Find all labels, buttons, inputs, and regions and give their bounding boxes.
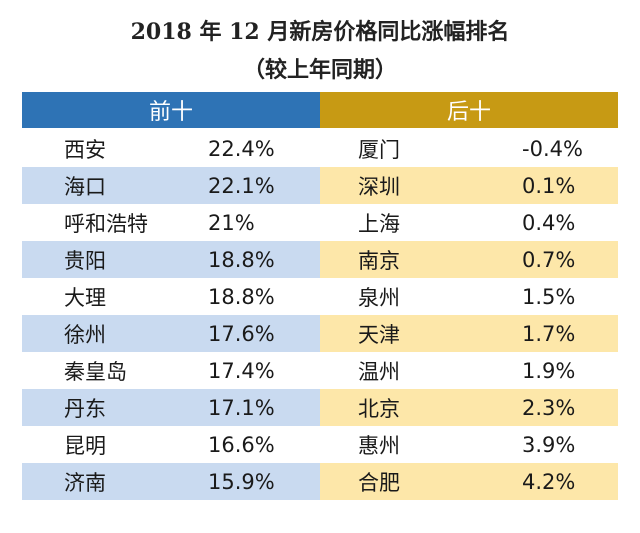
city-name: 徐州 — [64, 322, 106, 347]
growth-value: 18.8% — [208, 284, 275, 309]
header-top-ten: 前十 — [22, 92, 320, 128]
table-row: 昆明 16.6% 惠州 3.9% — [22, 426, 618, 463]
growth-value: -0.4% — [522, 136, 583, 161]
growth-value: 4.2% — [522, 469, 576, 494]
city-name: 合肥 — [358, 470, 400, 495]
growth-value: 17.6% — [208, 321, 275, 346]
table-row: 秦皇岛 17.4% 温州 1.9% — [22, 352, 618, 389]
table-row: 贵阳 18.8% 南京 0.7% — [22, 241, 618, 278]
top-ten-cell: 西安 22.4% — [22, 130, 320, 167]
city-name: 呼和浩特 — [64, 211, 148, 236]
bottom-ten-cell: 温州 1.9% — [320, 352, 618, 389]
city-name: 北京 — [358, 396, 400, 421]
growth-value: 17.4% — [208, 358, 275, 383]
table-row: 济南 15.9% 合肥 4.2% — [22, 463, 618, 500]
table-body: 西安 22.4% 厦门 -0.4% 海口 22.1% 深圳 0.1% 呼和浩特 21% 上海 0.4%… — [22, 128, 618, 500]
bottom-ten-cell: 上海 0.4% — [320, 204, 618, 241]
city-name: 深圳 — [358, 174, 400, 199]
growth-value: 22.1% — [208, 173, 275, 198]
top-ten-cell: 昆明 16.6% — [22, 426, 320, 463]
city-name: 贵阳 — [64, 248, 106, 273]
bottom-ten-cell: 天津 1.7% — [320, 315, 618, 352]
growth-value: 1.7% — [522, 321, 576, 346]
table-row: 大理 18.8% 泉州 1.5% — [22, 278, 618, 315]
top-ten-cell: 秦皇岛 17.4% — [22, 352, 320, 389]
table-row: 徐州 17.6% 天津 1.7% — [22, 315, 618, 352]
growth-value: 21% — [208, 210, 255, 235]
top-ten-cell: 呼和浩特 21% — [22, 204, 320, 241]
ranking-table: 前十 后十 西安 22.4% 厦门 -0.4% 海口 22.1% 深圳 0.1% 呼和浩特 21%… — [22, 92, 618, 500]
growth-value: 1.9% — [522, 358, 576, 383]
growth-value: 0.1% — [522, 173, 576, 198]
city-name: 厦门 — [358, 137, 400, 162]
growth-value: 1.5% — [522, 284, 576, 309]
bottom-ten-cell: 北京 2.3% — [320, 389, 618, 426]
city-name: 天津 — [358, 322, 400, 347]
bottom-ten-cell: 合肥 4.2% — [320, 463, 618, 500]
page-subtitle: （较上年同期） — [242, 57, 397, 83]
growth-value: 0.4% — [522, 210, 576, 235]
growth-value: 3.9% — [522, 432, 576, 457]
city-name: 济南 — [64, 470, 106, 495]
growth-value: 17.1% — [208, 395, 275, 420]
city-name: 泉州 — [358, 285, 400, 310]
bottom-ten-cell: 惠州 3.9% — [320, 426, 618, 463]
top-ten-cell: 济南 15.9% — [22, 463, 320, 500]
top-ten-cell: 海口 22.1% — [22, 167, 320, 204]
growth-value: 18.8% — [208, 247, 275, 272]
city-name: 昆明 — [64, 433, 106, 458]
table-row: 西安 22.4% 厦门 -0.4% — [22, 130, 618, 167]
growth-value: 2.3% — [522, 395, 576, 420]
city-name: 西安 — [64, 137, 106, 162]
table-header: 前十 后十 — [22, 92, 618, 128]
top-ten-cell: 徐州 17.6% — [22, 315, 320, 352]
growth-value: 15.9% — [208, 469, 275, 494]
city-name: 温州 — [358, 359, 400, 384]
city-name: 南京 — [358, 248, 400, 273]
page-title: 2018 年 12 月新房价格同比涨幅排名 — [130, 19, 510, 45]
top-ten-cell: 大理 18.8% — [22, 278, 320, 315]
city-name: 海口 — [64, 174, 106, 199]
header-bottom-ten: 后十 — [320, 92, 618, 128]
growth-value: 22.4% — [208, 136, 275, 161]
city-name: 丹东 — [64, 396, 106, 421]
bottom-ten-cell: 泉州 1.5% — [320, 278, 618, 315]
growth-value: 0.7% — [522, 247, 576, 272]
top-ten-cell: 丹东 17.1% — [22, 389, 320, 426]
table-row: 呼和浩特 21% 上海 0.4% — [22, 204, 618, 241]
growth-value: 16.6% — [208, 432, 275, 457]
table-row: 海口 22.1% 深圳 0.1% — [22, 167, 618, 204]
city-name: 大理 — [64, 285, 106, 310]
bottom-ten-cell: 深圳 0.1% — [320, 167, 618, 204]
city-name: 秦皇岛 — [64, 359, 127, 384]
table-row: 丹东 17.1% 北京 2.3% — [22, 389, 618, 426]
top-ten-cell: 贵阳 18.8% — [22, 241, 320, 278]
bottom-ten-cell: 厦门 -0.4% — [320, 130, 618, 167]
bottom-ten-cell: 南京 0.7% — [320, 241, 618, 278]
city-name: 惠州 — [358, 433, 400, 458]
city-name: 上海 — [358, 211, 400, 236]
